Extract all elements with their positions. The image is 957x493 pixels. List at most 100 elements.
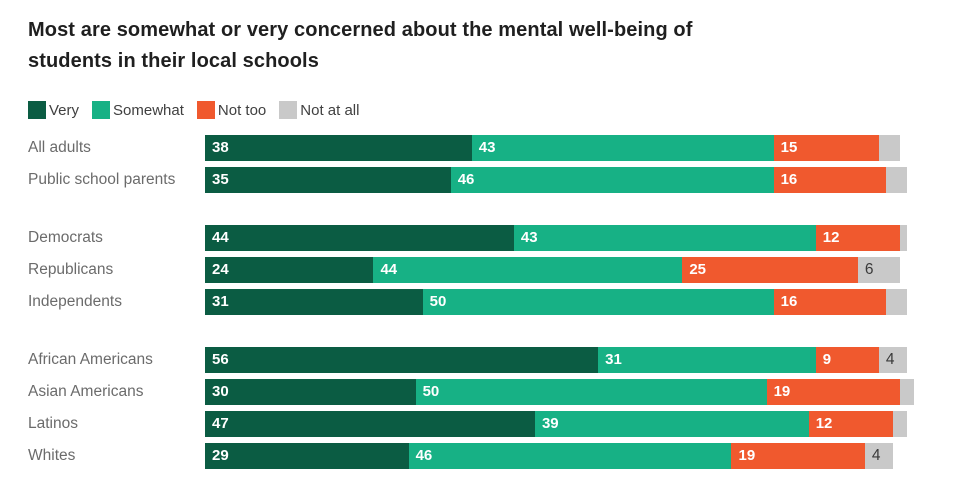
- category-label: All adults: [28, 139, 91, 156]
- bar-segment-not_at_all: 4: [864, 443, 893, 469]
- bar-segment-somewhat: 44: [373, 257, 683, 283]
- bar-row: African Americans 56 31 9 4: [28, 347, 929, 373]
- segment-value: 43: [478, 139, 496, 156]
- bar-row: Asian Americans 30 50 19: [28, 379, 929, 405]
- bar-segment-somewhat: 50: [422, 289, 774, 315]
- segment-value: 35: [212, 171, 229, 188]
- chart-card: Most are somewhat or very concerned abou…: [28, 15, 929, 469]
- bar-segment-somewhat: 43: [513, 225, 816, 251]
- bar-row: Democrats 44 43 12: [28, 225, 929, 251]
- bar-segment-somewhat: 50: [415, 379, 767, 405]
- chart-title: Most are somewhat or very concerned abou…: [28, 15, 929, 77]
- bar-segment-not_too: 9: [815, 347, 879, 373]
- legend-label: Very: [49, 101, 80, 119]
- bar-group-3: African Americans 56 31 9 4 Asian Americans 30…: [28, 347, 929, 469]
- bar-segment-not_at_all: [885, 167, 907, 193]
- bar-group-2: Democrats 44 43 12 Republicans 24 44 25 6 Indepen…: [28, 225, 929, 315]
- segment-value: 24: [212, 261, 229, 278]
- segment-value: 47: [212, 415, 229, 432]
- legend-item-not_at_all: Not at all: [279, 101, 359, 119]
- segment-value: 39: [541, 415, 559, 432]
- bar-track: 56 31 9 4: [205, 347, 907, 373]
- bar-segment-very: 44: [205, 225, 514, 251]
- bar-segment-very: 56: [205, 347, 599, 373]
- bar-segment-somewhat: 31: [598, 347, 816, 373]
- stacked-bar-chart: All adults 38 43 15 Public school parents 35 4…: [28, 135, 929, 469]
- bar-segment-somewhat: 46: [408, 443, 732, 469]
- bar-segment-not_too: 19: [731, 443, 865, 469]
- legend-swatch-not_too: [196, 101, 215, 119]
- bar-segment-very: 35: [205, 167, 451, 193]
- legend-item-not_too: Not too: [196, 101, 266, 119]
- segment-value: 30: [212, 383, 229, 400]
- legend-swatch-not_at_all: [279, 101, 298, 119]
- bar-row: Independents 31 50 16: [28, 289, 929, 315]
- bar-segment-not_too: 12: [815, 225, 900, 251]
- bar-segment-very: 47: [205, 411, 535, 437]
- category-label: Public school parents: [28, 171, 176, 188]
- segment-value: 16: [780, 171, 798, 188]
- bar-track: 47 39 12: [205, 411, 907, 437]
- bar-segment-very: 31: [205, 289, 423, 315]
- category-label: Whites: [28, 447, 76, 464]
- bar-row: Latinos 47 39 12: [28, 411, 929, 437]
- bar-segment-not_too: 16: [773, 289, 886, 315]
- legend-swatch-very: [28, 101, 46, 119]
- segment-value: 31: [212, 293, 229, 310]
- bar-segment-not_at_all: [878, 135, 900, 161]
- bar-track: 31 50 16: [205, 289, 907, 315]
- segment-value: 15: [780, 139, 798, 156]
- category-label: Independents: [28, 293, 122, 310]
- segment-value: 50: [422, 383, 440, 400]
- segment-value: 50: [429, 293, 447, 310]
- segment-value: 6: [864, 261, 874, 278]
- segment-value: 16: [780, 293, 798, 310]
- bar-segment-not_too: 16: [773, 167, 886, 193]
- segment-value: 56: [212, 351, 229, 368]
- category-label: Asian Americans: [28, 383, 144, 400]
- legend: Very Somewhat Not too Not at all: [28, 101, 929, 119]
- bar-segment-very: 24: [205, 257, 374, 283]
- bar-track: 24 44 25 6: [205, 257, 900, 283]
- segment-value: 4: [871, 447, 881, 464]
- chart-title-line-2: students in their local schools: [28, 50, 319, 72]
- bar-segment-not_too: 12: [808, 411, 893, 437]
- segment-value: 25: [689, 261, 707, 278]
- bar-segment-not_too: 19: [766, 379, 900, 405]
- bar-row: Republicans 24 44 25 6: [28, 257, 929, 283]
- bar-segment-not_too: 15: [773, 135, 879, 161]
- bar-row: Public school parents 35 46 16: [28, 167, 929, 193]
- category-label: Latinos: [28, 415, 78, 432]
- bar-segment-not_at_all: [899, 225, 907, 251]
- segment-value: 4: [885, 351, 895, 368]
- category-label: Republicans: [28, 261, 114, 278]
- legend-item-very: Very: [28, 101, 79, 119]
- bar-row: All adults 38 43 15: [28, 135, 929, 161]
- legend-label: Not at all: [300, 101, 360, 119]
- bar-segment-not_at_all: 4: [878, 347, 907, 373]
- segment-value: 19: [773, 383, 791, 400]
- segment-value: 12: [822, 229, 840, 246]
- bar-segment-not_at_all: 6: [857, 257, 900, 283]
- segment-value: 46: [457, 171, 475, 188]
- bar-segment-very: 30: [205, 379, 416, 405]
- bar-track: 44 43 12: [205, 225, 907, 251]
- bar-segment-somewhat: 39: [534, 411, 809, 437]
- bar-track: 35 46 16: [205, 167, 907, 193]
- bar-segment-somewhat: 43: [471, 135, 774, 161]
- category-label: Democrats: [28, 229, 103, 246]
- legend-label: Somewhat: [113, 101, 184, 119]
- segment-value: 19: [738, 447, 756, 464]
- bar-segment-not_at_all: [892, 411, 907, 437]
- bar-row: Whites 29 46 19 4: [28, 443, 929, 469]
- segment-value: 12: [815, 415, 833, 432]
- bar-segment-very: 38: [205, 135, 472, 161]
- bar-segment-somewhat: 46: [450, 167, 774, 193]
- segment-value: 46: [415, 447, 433, 464]
- bar-track: 30 50 19: [205, 379, 914, 405]
- bar-group-1: All adults 38 43 15 Public school parents 35 4…: [28, 135, 929, 193]
- bar-segment-not_too: 25: [682, 257, 858, 283]
- bar-segment-very: 29: [205, 443, 409, 469]
- bar-segment-not_at_all: [899, 379, 914, 405]
- chart-title-line-1: Most are somewhat or very concerned abou…: [28, 19, 693, 41]
